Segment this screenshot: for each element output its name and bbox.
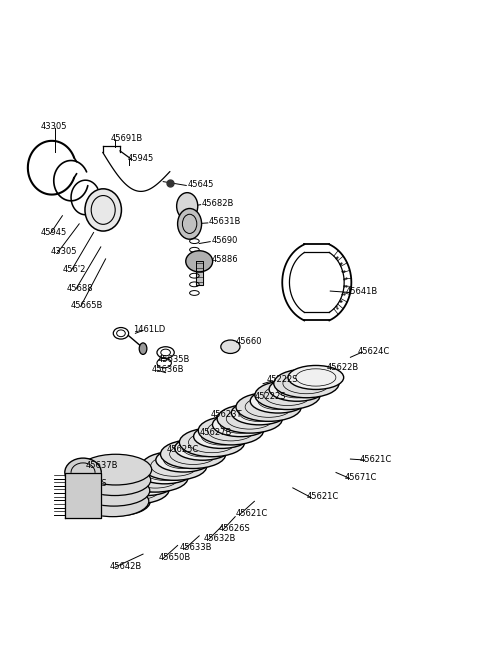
Text: 45222S: 45222S (254, 392, 286, 401)
Text: 45945: 45945 (41, 228, 67, 237)
Text: 45621C: 45621C (306, 492, 338, 501)
Text: 45688: 45688 (66, 284, 93, 292)
Ellipse shape (221, 340, 240, 353)
Text: 45625C: 45625C (167, 445, 199, 454)
Text: 45626S: 45626S (218, 524, 250, 533)
Ellipse shape (65, 458, 101, 487)
Text: 45641B: 45641B (346, 287, 378, 296)
Ellipse shape (250, 389, 306, 413)
Text: 45222S: 45222S (266, 375, 298, 384)
Ellipse shape (137, 460, 192, 484)
Text: 45637B: 45637B (85, 461, 118, 470)
Ellipse shape (213, 413, 268, 437)
Ellipse shape (118, 472, 174, 495)
Text: 1461LD: 1461LD (133, 325, 166, 334)
Ellipse shape (198, 416, 264, 445)
Ellipse shape (255, 381, 320, 409)
Ellipse shape (77, 486, 149, 516)
Ellipse shape (104, 475, 169, 504)
Text: 45633B: 45633B (180, 543, 213, 553)
Text: 45627B: 45627B (199, 428, 231, 437)
Ellipse shape (269, 377, 325, 401)
Text: 45621C: 45621C (360, 455, 392, 464)
Ellipse shape (160, 440, 226, 468)
Ellipse shape (231, 401, 287, 425)
Text: 43305: 43305 (50, 247, 77, 256)
Ellipse shape (85, 189, 121, 231)
Ellipse shape (177, 193, 198, 219)
Text: 45632B: 45632B (204, 533, 236, 543)
Ellipse shape (85, 487, 150, 516)
Text: 45690: 45690 (211, 236, 238, 245)
Ellipse shape (123, 463, 188, 492)
Text: 45631B: 45631B (209, 217, 241, 227)
Ellipse shape (142, 451, 207, 480)
Text: 45623T: 45623T (210, 411, 242, 419)
Text: 45660: 45660 (235, 338, 262, 346)
Text: 43305: 43305 (41, 122, 67, 131)
Text: 45621C: 45621C (235, 509, 267, 518)
Polygon shape (196, 261, 203, 285)
Ellipse shape (175, 436, 230, 460)
Ellipse shape (99, 484, 155, 507)
Ellipse shape (80, 454, 152, 485)
Text: 45691B: 45691B (110, 135, 143, 143)
Text: 45645: 45645 (187, 180, 214, 189)
Text: 45636B: 45636B (151, 365, 184, 374)
Text: 45945: 45945 (127, 154, 154, 162)
Text: 45642B: 45642B (109, 562, 142, 570)
Ellipse shape (156, 448, 212, 472)
Ellipse shape (180, 428, 245, 457)
Ellipse shape (217, 404, 282, 433)
Polygon shape (65, 472, 101, 518)
Text: 45671C: 45671C (345, 473, 377, 482)
Text: 45635B: 45635B (157, 355, 190, 364)
Ellipse shape (178, 208, 202, 239)
Ellipse shape (79, 464, 151, 495)
Text: 456'2: 456'2 (62, 265, 86, 275)
Ellipse shape (186, 251, 213, 272)
Ellipse shape (288, 365, 344, 390)
Ellipse shape (78, 476, 150, 506)
Text: 45622B: 45622B (326, 363, 359, 373)
Ellipse shape (274, 369, 339, 397)
Text: 45665B: 45665B (71, 301, 103, 310)
Text: 45624C: 45624C (358, 346, 390, 355)
Text: 45650B: 45650B (158, 553, 191, 562)
Text: 45642S: 45642S (76, 478, 108, 487)
Text: 45682B: 45682B (202, 199, 234, 208)
Ellipse shape (139, 343, 147, 354)
Ellipse shape (236, 392, 301, 421)
Ellipse shape (193, 424, 249, 449)
Text: 45886: 45886 (211, 255, 238, 264)
